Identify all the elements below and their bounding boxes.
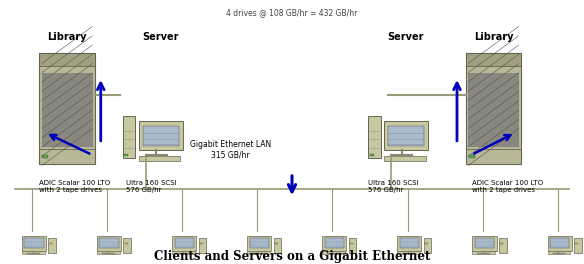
Bar	[500, 243, 503, 244]
Bar	[25, 238, 44, 248]
Bar	[425, 243, 428, 244]
Bar	[274, 238, 281, 253]
Bar	[575, 243, 578, 244]
Bar	[22, 236, 46, 251]
Text: Ultra 160 SCSI
576 GB/hr: Ultra 160 SCSI 576 GB/hr	[126, 180, 176, 192]
Text: ADIC Scalar 100 LTO
with 2 tape drives: ADIC Scalar 100 LTO with 2 tape drives	[471, 180, 543, 192]
Text: Server: Server	[388, 32, 424, 42]
Bar	[40, 53, 95, 66]
Bar	[97, 251, 120, 254]
Text: Gigabit Ethernet LAN
315 GB/hr: Gigabit Ethernet LAN 315 GB/hr	[190, 140, 272, 160]
Bar	[350, 243, 353, 244]
Text: Clients and Servers on a Gigabit Ethernet: Clients and Servers on a Gigabit Etherne…	[154, 250, 430, 263]
Bar	[397, 236, 422, 251]
Bar	[22, 251, 45, 254]
Bar	[384, 121, 427, 150]
Bar	[548, 236, 572, 251]
Bar	[548, 251, 571, 254]
Bar	[322, 251, 345, 254]
Bar	[475, 238, 494, 248]
Bar	[349, 238, 356, 253]
Bar	[199, 238, 206, 253]
Bar	[384, 156, 426, 161]
Bar	[247, 236, 272, 251]
Bar	[124, 154, 128, 156]
Bar	[247, 251, 270, 254]
Bar	[400, 238, 419, 248]
Bar	[249, 238, 269, 248]
Bar	[550, 238, 569, 248]
Text: Server: Server	[142, 32, 179, 42]
Bar	[397, 251, 420, 254]
Bar	[40, 53, 95, 164]
Bar	[322, 236, 346, 251]
Bar	[472, 236, 496, 251]
Bar	[499, 238, 506, 253]
Bar	[472, 251, 495, 254]
Bar	[139, 121, 182, 150]
Bar	[466, 53, 521, 164]
Bar	[368, 116, 381, 158]
Bar	[97, 236, 121, 251]
Bar	[42, 155, 48, 158]
Bar	[139, 156, 180, 161]
Bar	[172, 251, 195, 254]
Bar	[123, 116, 135, 158]
Bar	[124, 243, 127, 244]
Text: 4 drives @ 108 GB/hr = 432 GB/hr: 4 drives @ 108 GB/hr = 432 GB/hr	[227, 8, 357, 17]
Text: Library: Library	[474, 32, 513, 42]
Bar	[275, 243, 278, 244]
Bar	[424, 238, 432, 253]
Text: ADIC Scalar 100 LTO
with 2 tape drives: ADIC Scalar 100 LTO with 2 tape drives	[40, 180, 110, 192]
Bar	[48, 238, 56, 253]
Text: Ultra 160 SCSI
576 GB/hr: Ultra 160 SCSI 576 GB/hr	[368, 180, 418, 192]
Bar	[468, 155, 474, 158]
Bar	[175, 238, 194, 248]
Bar	[388, 126, 424, 146]
Bar	[50, 243, 53, 244]
Bar	[325, 238, 344, 248]
Bar	[42, 73, 92, 147]
Bar	[468, 73, 519, 147]
Bar	[370, 154, 374, 156]
Bar	[574, 238, 582, 253]
Bar	[200, 243, 203, 244]
Bar	[142, 126, 179, 146]
Text: Library: Library	[47, 32, 87, 42]
Bar	[123, 238, 131, 253]
Bar	[466, 53, 521, 66]
Bar	[99, 238, 119, 248]
Bar	[172, 236, 196, 251]
